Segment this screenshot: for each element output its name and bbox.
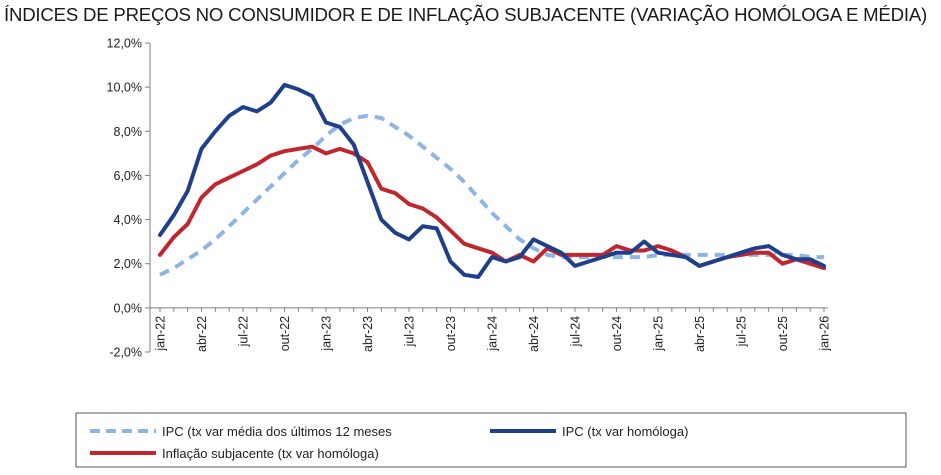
x-tick-label: abr-23 [361,316,375,352]
x-tick-label: out-23 [444,316,458,351]
y-tick-label: 6,0% [114,169,143,183]
y-tick-labels: -2,0% 0,0% 2,0% 4,0% 6,0% 8,0% 10,0% 12,0% [107,37,150,360]
x-tick-label: jan-26 [818,316,832,352]
chart-title: ÍNDICES DE PREÇOS NO CONSUMIDOR E DE INF… [4,4,928,25]
x-tick-label: jan-23 [320,316,334,352]
x-tick-label: jan-22 [154,316,168,352]
legend: IPC (tx var média dos últimos 12 meses I… [75,412,907,468]
x-tick-label: jul-25 [735,316,749,348]
x-tick-label: out-24 [610,316,624,351]
y-tick-label: 4,0% [114,213,143,227]
y-tick-label: -2,0% [109,346,142,360]
series-core-inflation [158,144,826,271]
x-tick-label: out-25 [776,316,790,351]
x-tick-label: abr-24 [527,316,541,352]
y-tick-label: 0,0% [114,301,143,315]
axes [149,43,828,352]
x-tick-label: out-22 [278,316,292,351]
x-tick-label: jul-24 [569,316,583,348]
y-tick-label: 8,0% [114,125,143,139]
x-tick-label: abr-22 [195,316,209,352]
y-tick-label: 12,0% [107,37,142,51]
x-tick-label: abr-25 [693,316,707,352]
x-tick-label: jul-23 [403,316,417,348]
x-tick-label: jan-24 [486,316,500,352]
legend-label-ipc-yoy: IPC (tx var homóloga) [562,424,688,439]
legend-box [75,412,907,468]
x-tick-labels: jan-22 abr-22 jul-22 out-22 jan-23 abr-23 jul-… [154,307,832,352]
x-tick-label: jan-25 [652,316,666,352]
series-lines [158,82,826,279]
x-tick-label: jul-22 [237,316,251,348]
series-ipc-12m-average [159,113,824,277]
legend-label-ipc-avg: IPC (tx var média dos últimos 12 meses [162,424,392,439]
series-ipc-yoy [158,82,826,279]
legend-label-core: Inflação subjacente (tx var homóloga) [162,446,379,461]
y-tick-label: 2,0% [114,257,143,271]
y-tick-label: 10,0% [107,81,142,95]
